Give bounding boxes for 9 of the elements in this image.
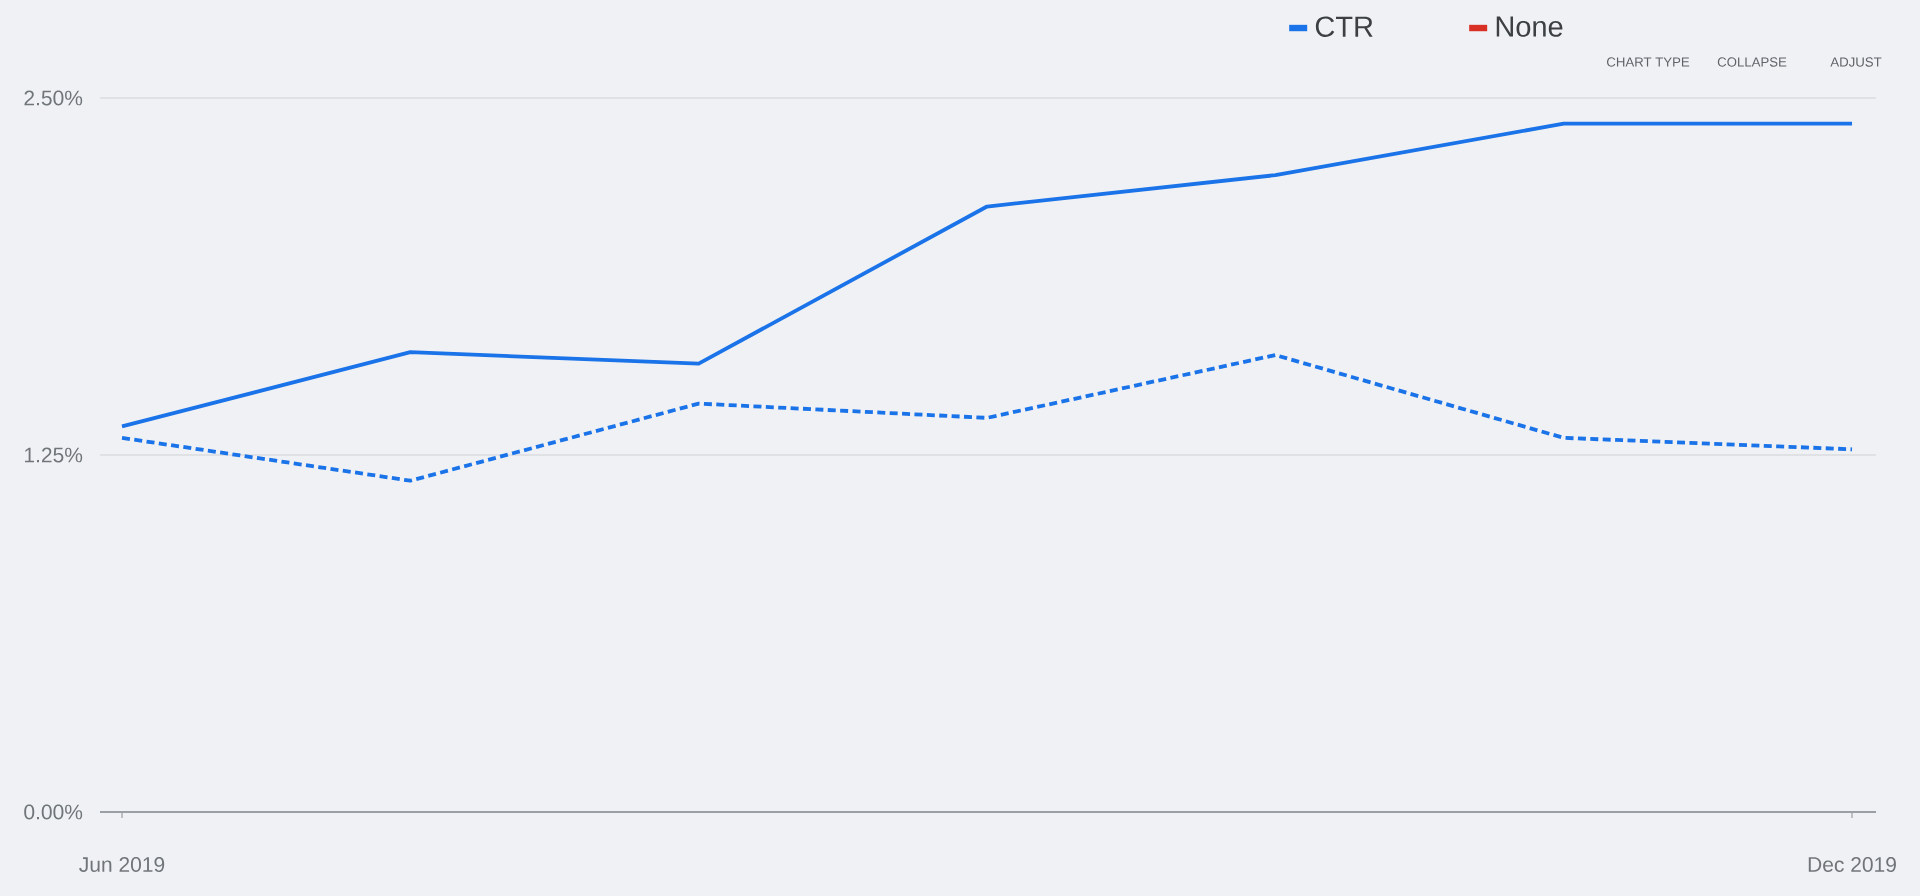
y-tick-label: 2.50% — [24, 90, 83, 106]
y-tick-label: 0.00% — [24, 804, 83, 820]
line-series — [120, 121, 1854, 429]
legend-label: None — [1496, 16, 1563, 37]
legend-label: CTR — [1315, 16, 1373, 37]
y-tick-label: 1.25% — [25, 447, 83, 463]
line-series — [120, 353, 1854, 483]
x-tick-label: Jun 2019 — [79, 857, 165, 872]
x-tick-label: Dec 2019 — [1808, 857, 1896, 872]
